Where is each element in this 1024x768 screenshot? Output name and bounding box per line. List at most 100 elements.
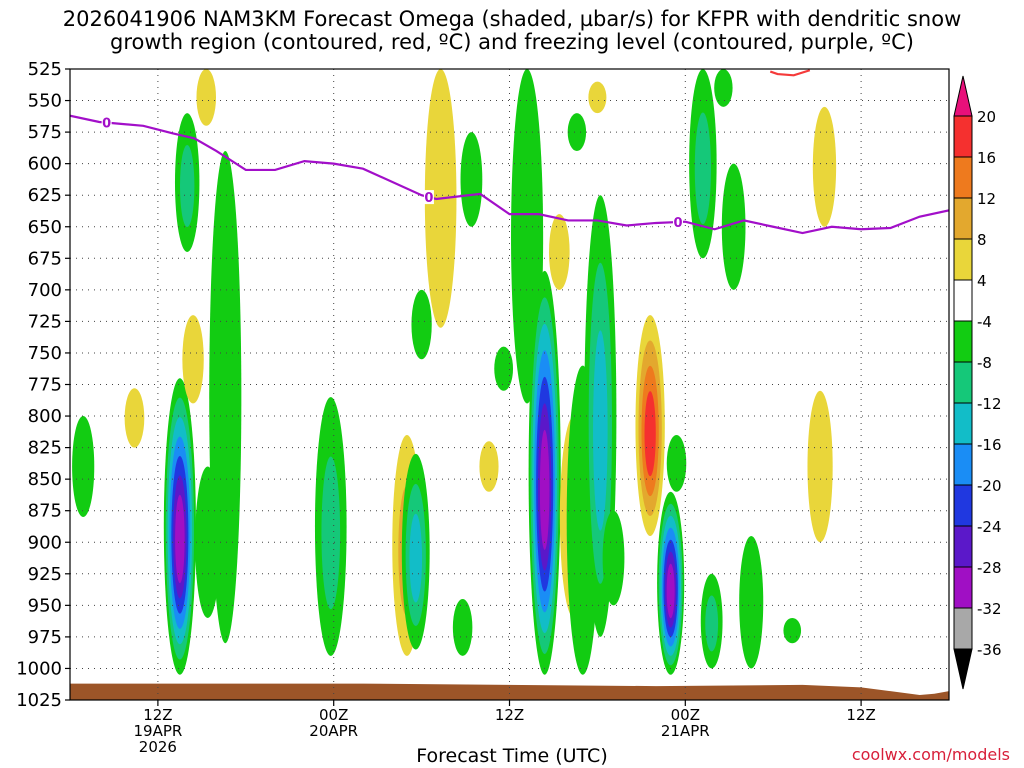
x-tick-label: 00Z xyxy=(671,706,700,724)
source-credit: coolwx.com/models xyxy=(851,745,1010,764)
omega-shade xyxy=(460,132,483,227)
y-tick-label: 1025 xyxy=(16,690,62,711)
colorbar-bin xyxy=(953,156,973,199)
colorbar-bin xyxy=(953,115,973,158)
colorbar-bin xyxy=(953,402,973,445)
omega-cell-30 xyxy=(700,573,723,669)
omega-shade xyxy=(452,599,473,656)
colorbar-bin xyxy=(953,279,973,322)
y-tick-label: 525 xyxy=(28,59,62,80)
omega-cell-1 xyxy=(124,388,145,448)
x-tick-date: 19APR xyxy=(133,722,182,740)
omega-shade xyxy=(644,391,656,477)
colorbar-label: 12 xyxy=(977,190,996,208)
y-tick-label: 775 xyxy=(28,375,62,396)
omega-cell-14 xyxy=(452,599,473,656)
dgz-contour xyxy=(769,69,811,77)
y-tick-label: 850 xyxy=(28,469,62,490)
colorbar-label: -8 xyxy=(977,354,992,372)
x-tick-label: 12Z xyxy=(143,706,172,724)
omega-shade xyxy=(409,513,423,603)
omega-shade xyxy=(721,163,746,290)
y-tick-label: 975 xyxy=(28,627,62,648)
freezing-level-contour xyxy=(70,114,949,235)
colorbar-bin xyxy=(953,238,973,281)
contour-label-bg xyxy=(101,115,112,130)
x-tick-year: 2026 xyxy=(139,738,177,756)
omega-cell-22 xyxy=(588,81,607,114)
omega-shade xyxy=(179,145,195,227)
colorbar-label: 20 xyxy=(977,108,996,126)
omega-cell-10 xyxy=(401,453,430,650)
colorbar-max-arrow xyxy=(953,75,973,117)
colorbar-bin xyxy=(953,566,973,609)
omega-shade xyxy=(666,563,675,619)
terrain-band xyxy=(70,683,949,700)
x-tick-date: 21APR xyxy=(661,722,710,740)
omega-cell-11 xyxy=(411,289,432,360)
omega-shade xyxy=(783,617,802,644)
omega-shade xyxy=(479,441,499,492)
omega-shade xyxy=(175,494,185,584)
y-tick-label: 550 xyxy=(28,91,62,112)
y-tick-label: 825 xyxy=(28,438,62,459)
colorbar-label: -32 xyxy=(977,600,1002,618)
colorbar-label: 16 xyxy=(977,149,996,167)
y-tick-label: 925 xyxy=(28,564,62,585)
colorbar-bin xyxy=(953,197,973,240)
omega-cell-15 xyxy=(479,441,499,492)
omega-shade xyxy=(196,69,217,126)
freezing-level-label: 0 xyxy=(102,117,111,132)
x-tick-label: 12Z xyxy=(495,706,524,724)
omega-cell-19 xyxy=(548,214,570,290)
omega-cell-27 xyxy=(657,491,685,675)
omega-cell-2 xyxy=(163,378,196,675)
y-tick-label: 875 xyxy=(28,501,62,522)
colorbar-label: -36 xyxy=(977,641,1002,659)
omega-shade xyxy=(739,535,764,669)
omega-cell-23 xyxy=(567,113,587,152)
omega-cell-5 xyxy=(196,69,217,126)
y-tick-label: 1000 xyxy=(16,658,62,679)
colorbar-label: -16 xyxy=(977,436,1002,454)
colorbar-bin xyxy=(953,320,973,363)
colorbar-label: -4 xyxy=(977,313,992,331)
omega-cell-8 xyxy=(314,397,347,656)
chart-title-line-2: growth region (contoured, red, ºC) and f… xyxy=(110,30,914,54)
colorbar-bin xyxy=(953,484,973,527)
contour-label-bg xyxy=(672,215,683,230)
omega-cell-32 xyxy=(721,163,746,290)
omega-shade xyxy=(411,289,432,360)
colorbar-bin xyxy=(953,607,973,650)
colorbar-bin xyxy=(953,361,973,404)
omega-cell-13 xyxy=(460,132,483,227)
chart-title-line-1: 2026041906 NAM3KM Forecast Omega (shaded… xyxy=(62,7,962,31)
colorbar-label: -12 xyxy=(977,395,1002,413)
colorbar-label: 8 xyxy=(977,231,987,249)
omega-shade xyxy=(807,390,833,543)
omega-cell-16 xyxy=(494,346,514,391)
omega-cell-26 xyxy=(635,315,665,536)
omega-cell-34 xyxy=(783,617,802,644)
omega-shade xyxy=(182,315,204,404)
x-tick-label: 12Z xyxy=(846,706,875,724)
omega-shade xyxy=(602,510,625,606)
y-tick-label: 625 xyxy=(28,185,62,206)
omega-shade xyxy=(548,214,570,290)
colorbar-label: -28 xyxy=(977,559,1002,577)
omega-shade xyxy=(694,112,711,225)
y-tick-label: 675 xyxy=(28,248,62,269)
y-tick-label: 650 xyxy=(28,217,62,238)
freezing-level-label: 0 xyxy=(424,191,433,206)
omega-shade xyxy=(567,113,587,152)
freezing-level-label: 0 xyxy=(673,216,682,231)
omega-cell-36 xyxy=(812,106,837,227)
omega-shade xyxy=(494,346,514,391)
omega-cell-18 xyxy=(528,270,561,675)
omega-shade xyxy=(593,330,608,531)
y-tick-label: 725 xyxy=(28,311,62,332)
colorbar-label: 4 xyxy=(977,272,987,290)
omega-cell-33 xyxy=(739,535,764,669)
omega-shade xyxy=(705,595,719,652)
y-tick-label: 800 xyxy=(28,406,62,427)
